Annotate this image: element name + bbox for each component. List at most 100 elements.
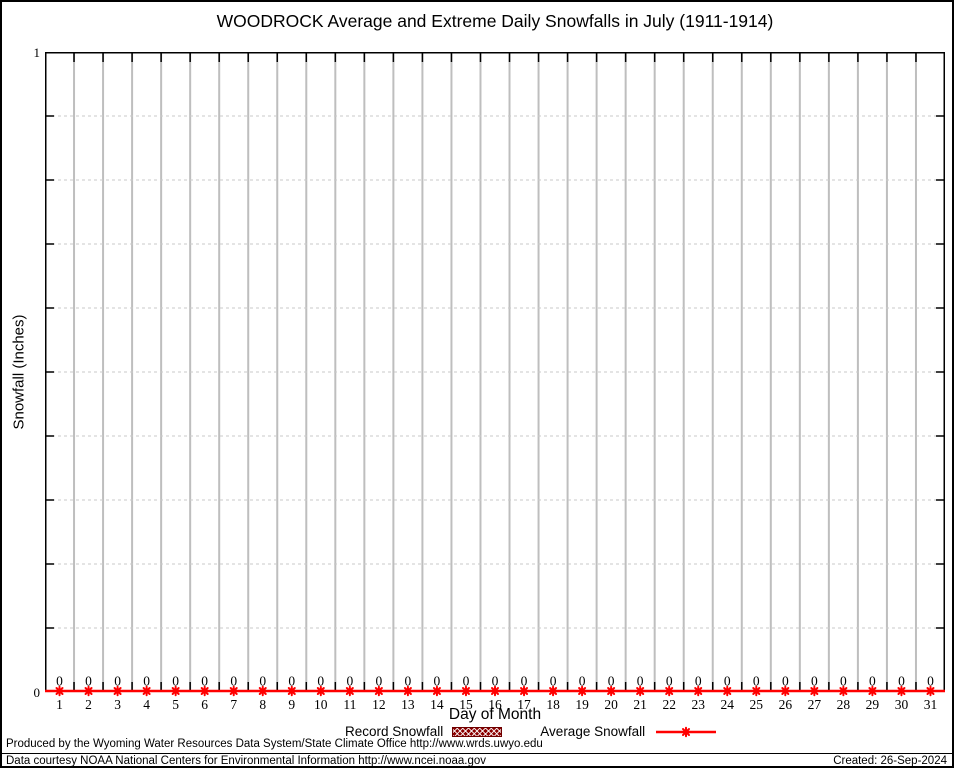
day-point-marker — [141, 685, 152, 697]
point-value-label: 0 — [579, 674, 586, 689]
day-point-marker — [896, 685, 907, 697]
point-value-label: 0 — [521, 674, 528, 689]
x-tick-day-label: 11 — [343, 697, 356, 712]
point-value-label: 0 — [492, 674, 499, 689]
point-value-label: 0 — [172, 674, 179, 689]
point-value-label: 0 — [56, 674, 63, 689]
x-tick-day-label: 9 — [288, 697, 295, 712]
day-point-marker — [547, 685, 559, 697]
day-point-marker — [838, 685, 849, 697]
point-value-label: 0 — [695, 674, 702, 689]
legend: Record Snowfall Average Snowfall — [345, 723, 718, 740]
plot-area: 0102030405060708090100110120130140150160… — [45, 52, 945, 712]
x-tick-day-label: 6 — [201, 697, 208, 712]
day-point-marker — [576, 685, 588, 697]
point-value-label: 0 — [288, 674, 295, 689]
day-point-marker — [722, 685, 733, 697]
point-value-label: 0 — [782, 674, 789, 689]
chart-title: WOODROCK Average and Extreme Daily Snowf… — [216, 11, 774, 31]
x-tick-day-label: 25 — [750, 697, 764, 712]
x-tick-day-label: 31 — [924, 697, 938, 712]
point-value-label: 0 — [346, 674, 353, 689]
x-tick-day-label: 15 — [459, 697, 473, 712]
x-axis-title: Day of Month — [448, 706, 542, 723]
day-point-marker — [489, 685, 501, 697]
x-tick-day-label: 3 — [114, 697, 121, 712]
day-point-marker — [460, 685, 472, 697]
x-tick-day-label: 18 — [546, 697, 560, 712]
x-tick-day-label: 21 — [633, 697, 647, 712]
point-value-label: 0 — [259, 674, 266, 689]
x-tick-day-label: 30 — [895, 697, 909, 712]
x-tick-day-label: 7 — [230, 697, 237, 712]
day-point-marker — [315, 685, 327, 697]
footer-created-date: Created: 26-Sep-2024 — [833, 755, 947, 767]
day-point-marker — [780, 685, 791, 697]
point-value-label: 0 — [927, 674, 934, 689]
x-tick-day-label: 28 — [837, 697, 851, 712]
day-point-marker — [431, 685, 443, 697]
day-point-marker — [257, 685, 268, 697]
day-point-marker — [286, 685, 297, 697]
point-value-label: 0 — [317, 674, 324, 689]
y-axis-title: Snowfall (Inches) — [10, 314, 28, 430]
point-value-label: 0 — [463, 674, 470, 689]
point-value-label: 0 — [724, 674, 731, 689]
x-tick-day-label: 5 — [172, 697, 179, 712]
legend-record-label: Record Snowfall — [345, 724, 444, 739]
point-value-label: 0 — [898, 674, 905, 689]
y-axis-tick-label-0: 0 — [33, 685, 41, 700]
day-point-marker — [809, 685, 820, 697]
x-tick-day-label: 20 — [604, 697, 618, 712]
point-value-label: 0 — [434, 674, 441, 689]
day-point-marker — [112, 685, 123, 697]
point-value-label: 0 — [753, 674, 760, 689]
day-point-marker — [605, 685, 617, 697]
point-value-label: 0 — [666, 674, 673, 689]
point-value-label: 0 — [550, 674, 557, 689]
x-tick-day-label: 22 — [662, 697, 676, 712]
point-value-label: 0 — [85, 674, 92, 689]
point-value-label: 0 — [608, 674, 615, 689]
point-value-label: 0 — [143, 674, 150, 689]
x-tick-day-label: 13 — [401, 697, 415, 712]
day-point-marker — [751, 685, 762, 697]
x-tick-day-label: 19 — [575, 697, 589, 712]
x-tick-day-label: 4 — [143, 697, 150, 712]
day-point-marker — [54, 685, 65, 697]
x-tick-day-label: 29 — [866, 697, 880, 712]
point-value-label: 0 — [405, 674, 412, 689]
x-tick-day-label: 16 — [488, 697, 502, 712]
average-snowfall-line-icon — [656, 726, 717, 737]
x-tick-day-label: 26 — [779, 697, 793, 712]
x-tick-day-label: 2 — [85, 697, 92, 712]
x-tick-day-label: 12 — [372, 697, 386, 712]
footer-produced-by: Produced by the Wyoming Water Resources … — [6, 738, 543, 750]
day-point-marker — [867, 685, 878, 697]
point-value-label: 0 — [375, 674, 382, 689]
point-value-label: 0 — [811, 674, 818, 689]
day-point-marker — [199, 685, 210, 697]
point-value-label: 0 — [869, 674, 876, 689]
point-value-label: 0 — [637, 674, 644, 689]
day-point-marker — [170, 685, 181, 697]
footer-bottom-row: Data courtesy NOAA National Centers for … — [6, 755, 947, 767]
day-point-marker — [663, 685, 675, 697]
x-tick-day-label: 14 — [430, 697, 444, 712]
day-point-marker — [373, 685, 385, 697]
footer-divider — [2, 753, 952, 754]
x-tick-day-label: 8 — [259, 697, 266, 712]
day-point-marker — [634, 685, 646, 697]
day-point-marker — [83, 685, 94, 697]
record-snowfall-swatch-icon — [452, 726, 503, 737]
day-point-marker — [344, 685, 356, 697]
y-axis-tick-label-1: 1 — [33, 45, 41, 60]
point-value-label: 0 — [230, 674, 237, 689]
day-point-marker — [693, 685, 704, 697]
day-point-marker — [925, 685, 936, 697]
day-point-marker — [228, 685, 239, 697]
x-tick-day-label: 1 — [56, 697, 63, 712]
point-value-label: 0 — [840, 674, 847, 689]
point-value-label: 0 — [114, 674, 121, 689]
